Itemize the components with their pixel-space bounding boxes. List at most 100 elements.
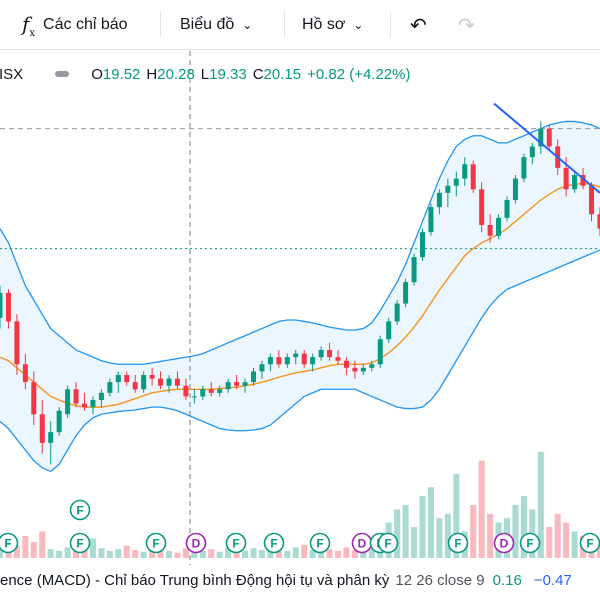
volume-bar xyxy=(368,549,375,558)
candle-body xyxy=(158,378,164,386)
event-marker xyxy=(519,532,541,554)
redo-icon: ↷ xyxy=(458,14,475,37)
high-key: H xyxy=(146,65,158,83)
profile-label: Hồ sơ xyxy=(302,16,346,33)
candle-body xyxy=(124,375,130,383)
candle-body xyxy=(479,189,485,225)
candle-body xyxy=(521,157,527,179)
volume-bar xyxy=(132,550,139,558)
undo-button[interactable]: ↶ xyxy=(410,0,427,50)
volume-bar xyxy=(596,542,600,558)
event-marker xyxy=(377,532,399,554)
candle-body xyxy=(512,178,518,200)
candle-body xyxy=(82,403,87,408)
macd-value-2: −0.47 xyxy=(533,571,572,589)
volume-bar xyxy=(242,550,249,558)
event-marker xyxy=(309,532,331,554)
candle-body xyxy=(0,292,3,318)
candle-body xyxy=(208,389,214,393)
candle-body xyxy=(420,232,425,258)
volume-bar xyxy=(166,550,172,558)
toolbar-divider xyxy=(284,12,285,38)
legend-toggle[interactable] xyxy=(55,71,70,77)
event-marker xyxy=(185,532,207,554)
chart-type-button[interactable]: Biểu đồ ⌄ xyxy=(180,0,252,50)
event-marker-label: F xyxy=(316,537,323,551)
change-value: +0.82 (+4.22%) xyxy=(307,65,411,83)
candle-body xyxy=(149,375,155,379)
open-value: 19.52 xyxy=(102,65,141,83)
candle-body xyxy=(369,364,375,368)
candle-body xyxy=(504,200,510,218)
candle-body xyxy=(284,357,290,365)
candle-body xyxy=(14,321,20,365)
volume-bar xyxy=(411,527,418,558)
event-marker-label: F xyxy=(76,537,83,551)
candle-body xyxy=(487,225,493,236)
candle-body xyxy=(5,292,11,322)
event-marker xyxy=(493,532,515,554)
price-chart[interactable]: FFFFFDFFDFFFFDF xyxy=(0,51,600,570)
candle-body xyxy=(352,367,358,372)
volume-bar xyxy=(64,547,71,558)
volume-bar xyxy=(351,550,358,558)
candle-body xyxy=(496,217,502,236)
volume-bar xyxy=(394,509,401,558)
candle-body xyxy=(589,185,594,215)
candle-body xyxy=(200,389,206,397)
high-value: 20.28 xyxy=(157,65,195,83)
candle-body xyxy=(115,375,121,383)
event-marker-label: D xyxy=(192,537,201,551)
candle-body xyxy=(191,396,197,398)
candle-body xyxy=(234,382,240,386)
volume-bar xyxy=(326,549,333,558)
volume-bar xyxy=(123,545,130,558)
volume-bar xyxy=(30,542,37,558)
candle-body xyxy=(267,357,273,365)
macd-title: ence (MACD) - Chỉ báo Trung bình Động hộ… xyxy=(0,571,390,589)
open-key: O xyxy=(91,65,103,83)
candle-body xyxy=(428,207,434,233)
volume-bar xyxy=(436,518,443,558)
volume-bar xyxy=(115,549,122,558)
volume-bar xyxy=(182,548,189,558)
volume-bar xyxy=(470,504,477,558)
candle-body xyxy=(301,353,307,365)
redo-button[interactable]: ↷ xyxy=(458,0,475,50)
candle-body xyxy=(445,185,451,193)
close-value: 20.15 xyxy=(263,65,302,83)
volume-bar xyxy=(140,551,147,558)
volume-bar xyxy=(250,548,257,558)
candle-body xyxy=(251,371,256,383)
candle-body xyxy=(470,164,476,190)
chevron-down-icon: ⌄ xyxy=(353,18,364,32)
candle-body xyxy=(293,353,299,358)
candle-body xyxy=(141,375,147,390)
volume-bar xyxy=(81,550,88,558)
bollinger-band-fill xyxy=(0,121,600,472)
candle-body xyxy=(48,432,54,443)
macd-params: 12 26 close 9 xyxy=(395,571,485,589)
event-marker-label: D xyxy=(358,537,367,551)
volume-bar xyxy=(39,531,46,558)
candle-body xyxy=(217,389,223,393)
event-marker xyxy=(69,532,91,554)
candle-body xyxy=(327,350,333,358)
candle-body xyxy=(462,164,468,179)
candle-body xyxy=(225,382,231,390)
macd-value-1: 0.16 xyxy=(492,571,522,589)
event-marker-label: F xyxy=(586,537,593,551)
volume-bar xyxy=(335,550,341,558)
candle-body xyxy=(403,282,409,304)
profile-button[interactable]: Hồ sơ ⌄ xyxy=(302,0,363,50)
volume-bar xyxy=(478,460,485,558)
candle-body xyxy=(318,350,324,358)
candle-body xyxy=(174,378,180,386)
volume-bar xyxy=(292,547,299,558)
indicators-button[interactable]: fx Các chỉ báo xyxy=(22,0,128,50)
candle-body xyxy=(572,175,578,190)
volume-bar xyxy=(258,550,265,558)
bollinger-lower-line xyxy=(0,249,600,473)
candle-body xyxy=(166,378,172,386)
volume-bar xyxy=(343,547,350,558)
